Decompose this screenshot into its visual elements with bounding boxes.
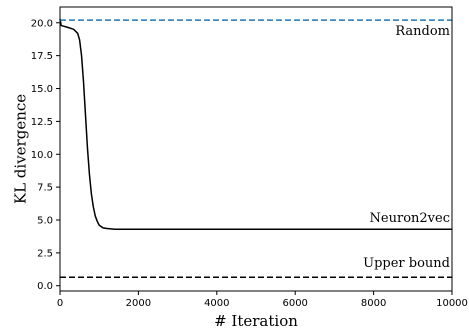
- series-labels: Neuron2vec Random Upper bound: [363, 24, 450, 271]
- x-tick-label: 0: [57, 298, 63, 309]
- y-tick-label: 2.5: [37, 248, 53, 259]
- x-axis: 0 2000 4000 6000 8000 10000: [57, 291, 468, 309]
- y-tick-label: 15.0: [31, 84, 53, 95]
- y-tick-label: 0.0: [37, 281, 53, 292]
- y-tick-label: 5.0: [37, 216, 53, 227]
- y-axis: 0.0 2.5 5.0 7.5 10.0 12.5 15.0 17.5 20.0: [31, 18, 60, 292]
- x-tick-label: 4000: [204, 298, 229, 309]
- neuron2vec-line: [59, 18, 452, 230]
- y-tick-label: 17.5: [31, 51, 53, 62]
- y-tick-label: 7.5: [37, 183, 53, 194]
- random-label: Random: [395, 24, 450, 39]
- y-axis-title: KL divergence: [11, 94, 29, 204]
- x-tick-label: 8000: [361, 298, 386, 309]
- y-tick-label: 20.0: [31, 18, 53, 29]
- neuron2vec-label: Neuron2vec: [370, 211, 450, 226]
- x-tick-label: 2000: [126, 298, 151, 309]
- upper-bound-label: Upper bound: [363, 256, 450, 271]
- y-tick-label: 12.5: [31, 117, 53, 128]
- x-tick-label: 6000: [282, 298, 307, 309]
- series-layer: [59, 18, 452, 278]
- y-tick-label: 10.0: [31, 150, 53, 161]
- x-tick-label: 10000: [436, 298, 468, 309]
- x-axis-title: # Iteration: [214, 312, 298, 330]
- axes-frame: [59, 6, 453, 292]
